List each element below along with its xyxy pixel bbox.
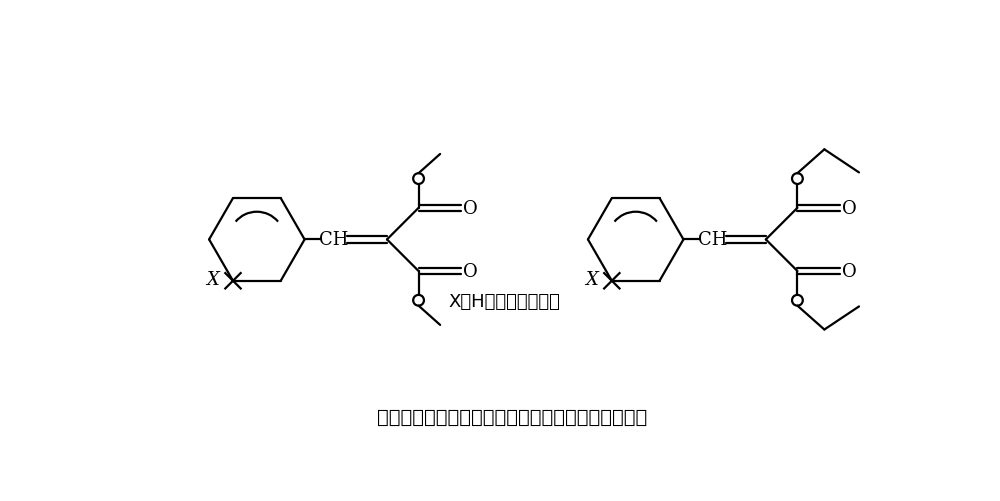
Text: O: O: [842, 199, 856, 217]
Text: CH: CH: [698, 231, 727, 249]
Text: O: O: [842, 263, 856, 281]
Text: X: X: [207, 271, 219, 289]
Text: O: O: [463, 199, 478, 217]
Text: CH: CH: [319, 231, 349, 249]
Text: X：H，卤原子，烷基: X：H，卤原子，烷基: [449, 293, 561, 311]
Text: O: O: [463, 263, 478, 281]
Text: 苯叉基丙二酸二酯（或亚苯基丙二酸二酯）的结构式: 苯叉基丙二酸二酯（或亚苯基丙二酸二酯）的结构式: [377, 407, 648, 426]
Text: X: X: [585, 271, 598, 289]
